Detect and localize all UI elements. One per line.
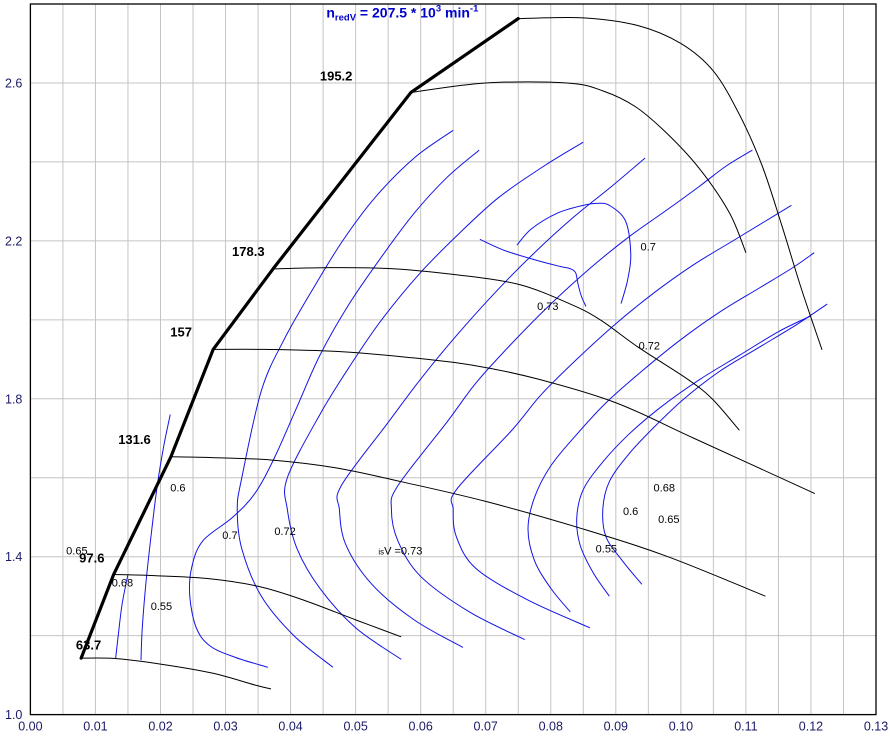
svg-text:0.65: 0.65	[658, 514, 679, 526]
svg-text:0.55: 0.55	[151, 601, 172, 613]
svg-text:131.6: 131.6	[118, 432, 151, 447]
svg-text:0.65: 0.65	[66, 546, 87, 558]
svg-text:0.7: 0.7	[222, 530, 237, 542]
svg-text:0.7: 0.7	[641, 242, 656, 254]
svg-text:0.13: 0.13	[864, 720, 888, 734]
svg-text:0.10: 0.10	[669, 720, 693, 734]
svg-text:1.8: 1.8	[5, 392, 22, 406]
svg-text:157: 157	[170, 324, 192, 339]
svg-text:0.01: 0.01	[83, 720, 107, 734]
svg-text:195.2: 195.2	[320, 69, 353, 84]
svg-text:1.0: 1.0	[5, 708, 22, 722]
svg-text:0.11: 0.11	[734, 720, 757, 734]
svg-text:0.73: 0.73	[537, 301, 558, 313]
svg-text:0.12: 0.12	[799, 720, 823, 734]
svg-text:0.6: 0.6	[170, 483, 185, 495]
svg-text:2.2: 2.2	[5, 234, 22, 248]
svg-text:0.07: 0.07	[474, 720, 498, 734]
svg-text:2.6: 2.6	[5, 76, 22, 90]
svg-text:0.05: 0.05	[343, 720, 367, 734]
svg-text:0.68: 0.68	[654, 483, 675, 495]
svg-text:isV =0.73: isV =0.73	[378, 546, 422, 558]
svg-text:0.08: 0.08	[539, 720, 563, 734]
svg-text:63.7: 63.7	[76, 637, 101, 652]
svg-text:178.3: 178.3	[232, 244, 265, 259]
svg-text:0.68: 0.68	[112, 577, 133, 589]
svg-text:0.03: 0.03	[213, 720, 237, 734]
svg-text:0.72: 0.72	[274, 526, 295, 538]
svg-text:0.09: 0.09	[604, 720, 628, 734]
svg-text:1.4: 1.4	[5, 550, 22, 564]
svg-text:0.06: 0.06	[409, 720, 433, 734]
svg-text:0.02: 0.02	[148, 720, 172, 734]
svg-text:0.55: 0.55	[596, 544, 617, 556]
svg-text:0.04: 0.04	[278, 720, 302, 734]
svg-text:0.72: 0.72	[639, 340, 660, 352]
svg-text:0.6: 0.6	[623, 506, 638, 518]
